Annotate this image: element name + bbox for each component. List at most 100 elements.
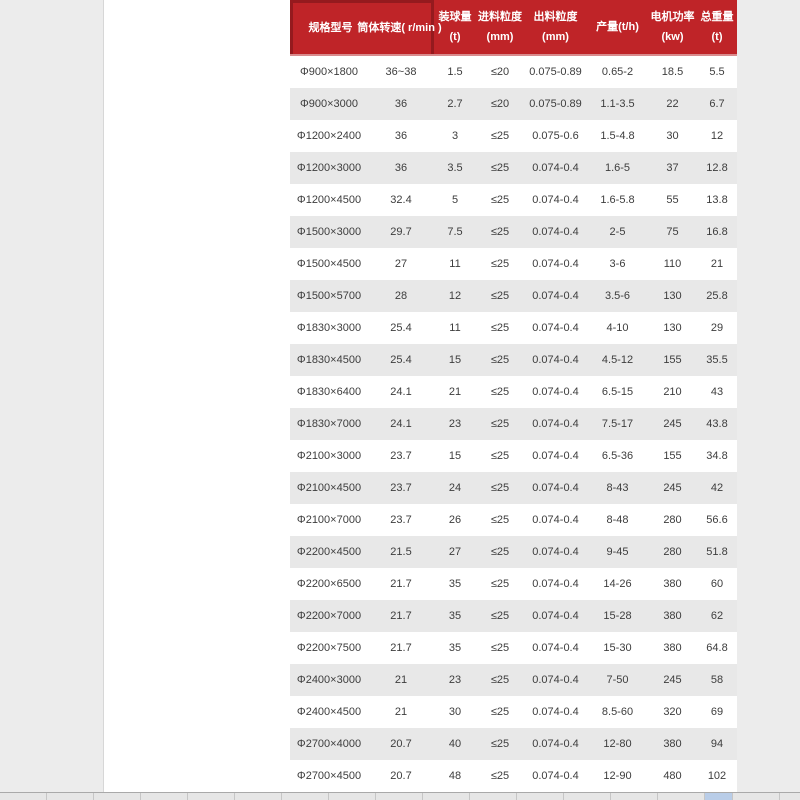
value-cell: 6.7	[709, 98, 725, 110]
model-cell: Φ2700×4500	[296, 770, 362, 782]
header-title: 筒体转速( r/min )	[357, 22, 442, 34]
model-cell: Φ1830×6400	[296, 386, 362, 398]
value-cell: 3	[451, 130, 459, 142]
value-cell: 0.074-0.4	[532, 354, 579, 366]
value-cell: 12	[710, 130, 724, 142]
grid-cell[interactable]	[329, 793, 376, 800]
value-cell: 29	[710, 322, 724, 334]
table-row: Φ900×1800 36~38 1.5 ≤20 0.075-0.89 0.65-2 18.5…	[290, 56, 737, 88]
value-cell: 2.7	[447, 98, 463, 110]
grid-cell[interactable]	[94, 793, 141, 800]
header-title: 电机功率	[650, 10, 695, 23]
value-cell: 0.074-0.4	[532, 162, 579, 174]
value-cell: 320	[663, 706, 682, 718]
header-unit: (mm)	[486, 30, 514, 43]
table-row: Φ2200×7500 21.7 35 ≤25 0.074-0.4 15-30 380 64.8	[290, 632, 737, 664]
value-cell: 20.7	[390, 738, 412, 750]
value-cell: 34.8	[706, 450, 728, 462]
value-cell: 15-30	[603, 642, 632, 654]
value-cell: 58	[710, 674, 724, 686]
grid-cell[interactable]	[658, 793, 705, 800]
value-cell: 0.074-0.4	[532, 290, 579, 302]
grid-cell[interactable]	[188, 793, 235, 800]
value-cell: 36	[394, 162, 408, 174]
value-cell: 21	[394, 674, 408, 686]
value-cell: 21	[710, 258, 724, 270]
grid-cell[interactable]	[282, 793, 329, 800]
grid-cell[interactable]	[470, 793, 517, 800]
value-cell: 43	[710, 386, 724, 398]
value-cell: 37	[666, 162, 679, 174]
model-cell: Φ2400×3000	[296, 674, 362, 686]
value-cell: 0.075-0.89	[529, 98, 582, 110]
table-row: Φ1830×7000 24.1 23 ≤25 0.074-0.4 7.5-17 245 43.…	[290, 408, 737, 440]
model-cell: Φ1830×4500	[296, 354, 362, 366]
value-cell: 0.075-0.6	[532, 130, 579, 142]
value-cell: 0.074-0.4	[532, 386, 579, 398]
value-cell: 480	[663, 770, 682, 782]
value-cell: 0.074-0.4	[532, 226, 579, 238]
grid-cell[interactable]	[733, 793, 780, 800]
model-cell: Φ2200×4500	[296, 546, 362, 558]
value-cell: 155	[663, 354, 682, 366]
header-title: 产量(t/h)	[596, 20, 639, 33]
value-cell: 6.5-15	[601, 386, 634, 398]
model-cell: Φ2700×4000	[296, 738, 362, 750]
value-cell: 210	[663, 386, 682, 398]
value-cell: ≤25	[490, 258, 510, 270]
value-cell: 18.5	[661, 66, 684, 78]
value-cell: ≤25	[490, 610, 510, 622]
grid-cell[interactable]	[517, 793, 564, 800]
value-cell: 64.8	[706, 642, 728, 654]
active-cell-highlight[interactable]	[705, 793, 733, 800]
header-cell: 产量(t/h)	[587, 0, 648, 54]
table-row: Φ1200×2400 36 3 ≤25 0.075-0.6 1.5-4.8 30 12	[290, 120, 737, 152]
value-cell: 0.074-0.4	[532, 322, 579, 334]
value-cell: 0.074-0.4	[532, 258, 579, 270]
value-cell: 16.8	[706, 226, 728, 238]
grid-cell[interactable]	[423, 793, 470, 800]
model-cell: Φ2100×7000	[296, 514, 362, 526]
table-row: Φ2400×3000 21 23 ≤25 0.074-0.4 7-50 245 58	[290, 664, 737, 696]
header-cell: 电机功率 (kw)	[648, 0, 697, 54]
grid-cell[interactable]	[611, 793, 658, 800]
value-cell: ≤25	[490, 514, 510, 526]
value-cell: 15-28	[603, 610, 632, 622]
value-cell: 75	[666, 226, 679, 238]
value-cell: 28	[394, 290, 408, 302]
value-cell: 4.5-12	[601, 354, 634, 366]
model-cell: Φ2400×4500	[296, 706, 362, 718]
value-cell: 35.5	[706, 354, 728, 366]
value-cell: 11	[449, 322, 461, 334]
model-cell: Φ2200×7500	[296, 642, 362, 654]
table-row: Φ1830×3000 25.4 11 ≤25 0.074-0.4 4-10 130 29	[290, 312, 737, 344]
model-cell: Φ2100×4500	[296, 482, 362, 494]
header-title: 规格型号	[308, 22, 353, 34]
value-cell: ≤25	[490, 290, 510, 302]
value-cell: 25.4	[390, 322, 412, 334]
value-cell: 12.8	[706, 162, 728, 174]
grid-cell[interactable]	[47, 793, 94, 800]
value-cell: 2-5	[609, 226, 626, 238]
value-cell: 0.074-0.4	[532, 770, 579, 782]
model-cell: Φ1500×5700	[296, 290, 362, 302]
value-cell: 7-50	[606, 674, 629, 686]
header-cell: 进料粒度 (mm)	[476, 0, 524, 54]
grid-cell[interactable]	[564, 793, 611, 800]
header-unit: (t)	[449, 30, 461, 43]
value-cell: ≤25	[490, 706, 510, 718]
value-cell: 155	[663, 450, 682, 462]
document-page: 规格型号 筒体转速( r/min ) 装球量 (t) 进料粒度 (mm) 出料粒度 (mm) 产…	[103, 0, 737, 800]
grid-cell[interactable]	[0, 793, 47, 800]
value-cell: ≤25	[490, 674, 510, 686]
value-cell: 0.074-0.4	[532, 194, 579, 206]
grid-cell[interactable]	[235, 793, 282, 800]
grid-cell[interactable]	[376, 793, 423, 800]
grid-cell[interactable]	[141, 793, 188, 800]
header-title: 总重量	[700, 10, 734, 23]
value-cell: 29.7	[390, 226, 412, 238]
table-row: Φ2200×6500 21.7 35 ≤25 0.074-0.4 14-26 380 60	[290, 568, 737, 600]
value-cell: 7.5	[447, 226, 463, 238]
table-row: Φ2200×7000 21.7 35 ≤25 0.074-0.4 15-28 380 62	[290, 600, 737, 632]
